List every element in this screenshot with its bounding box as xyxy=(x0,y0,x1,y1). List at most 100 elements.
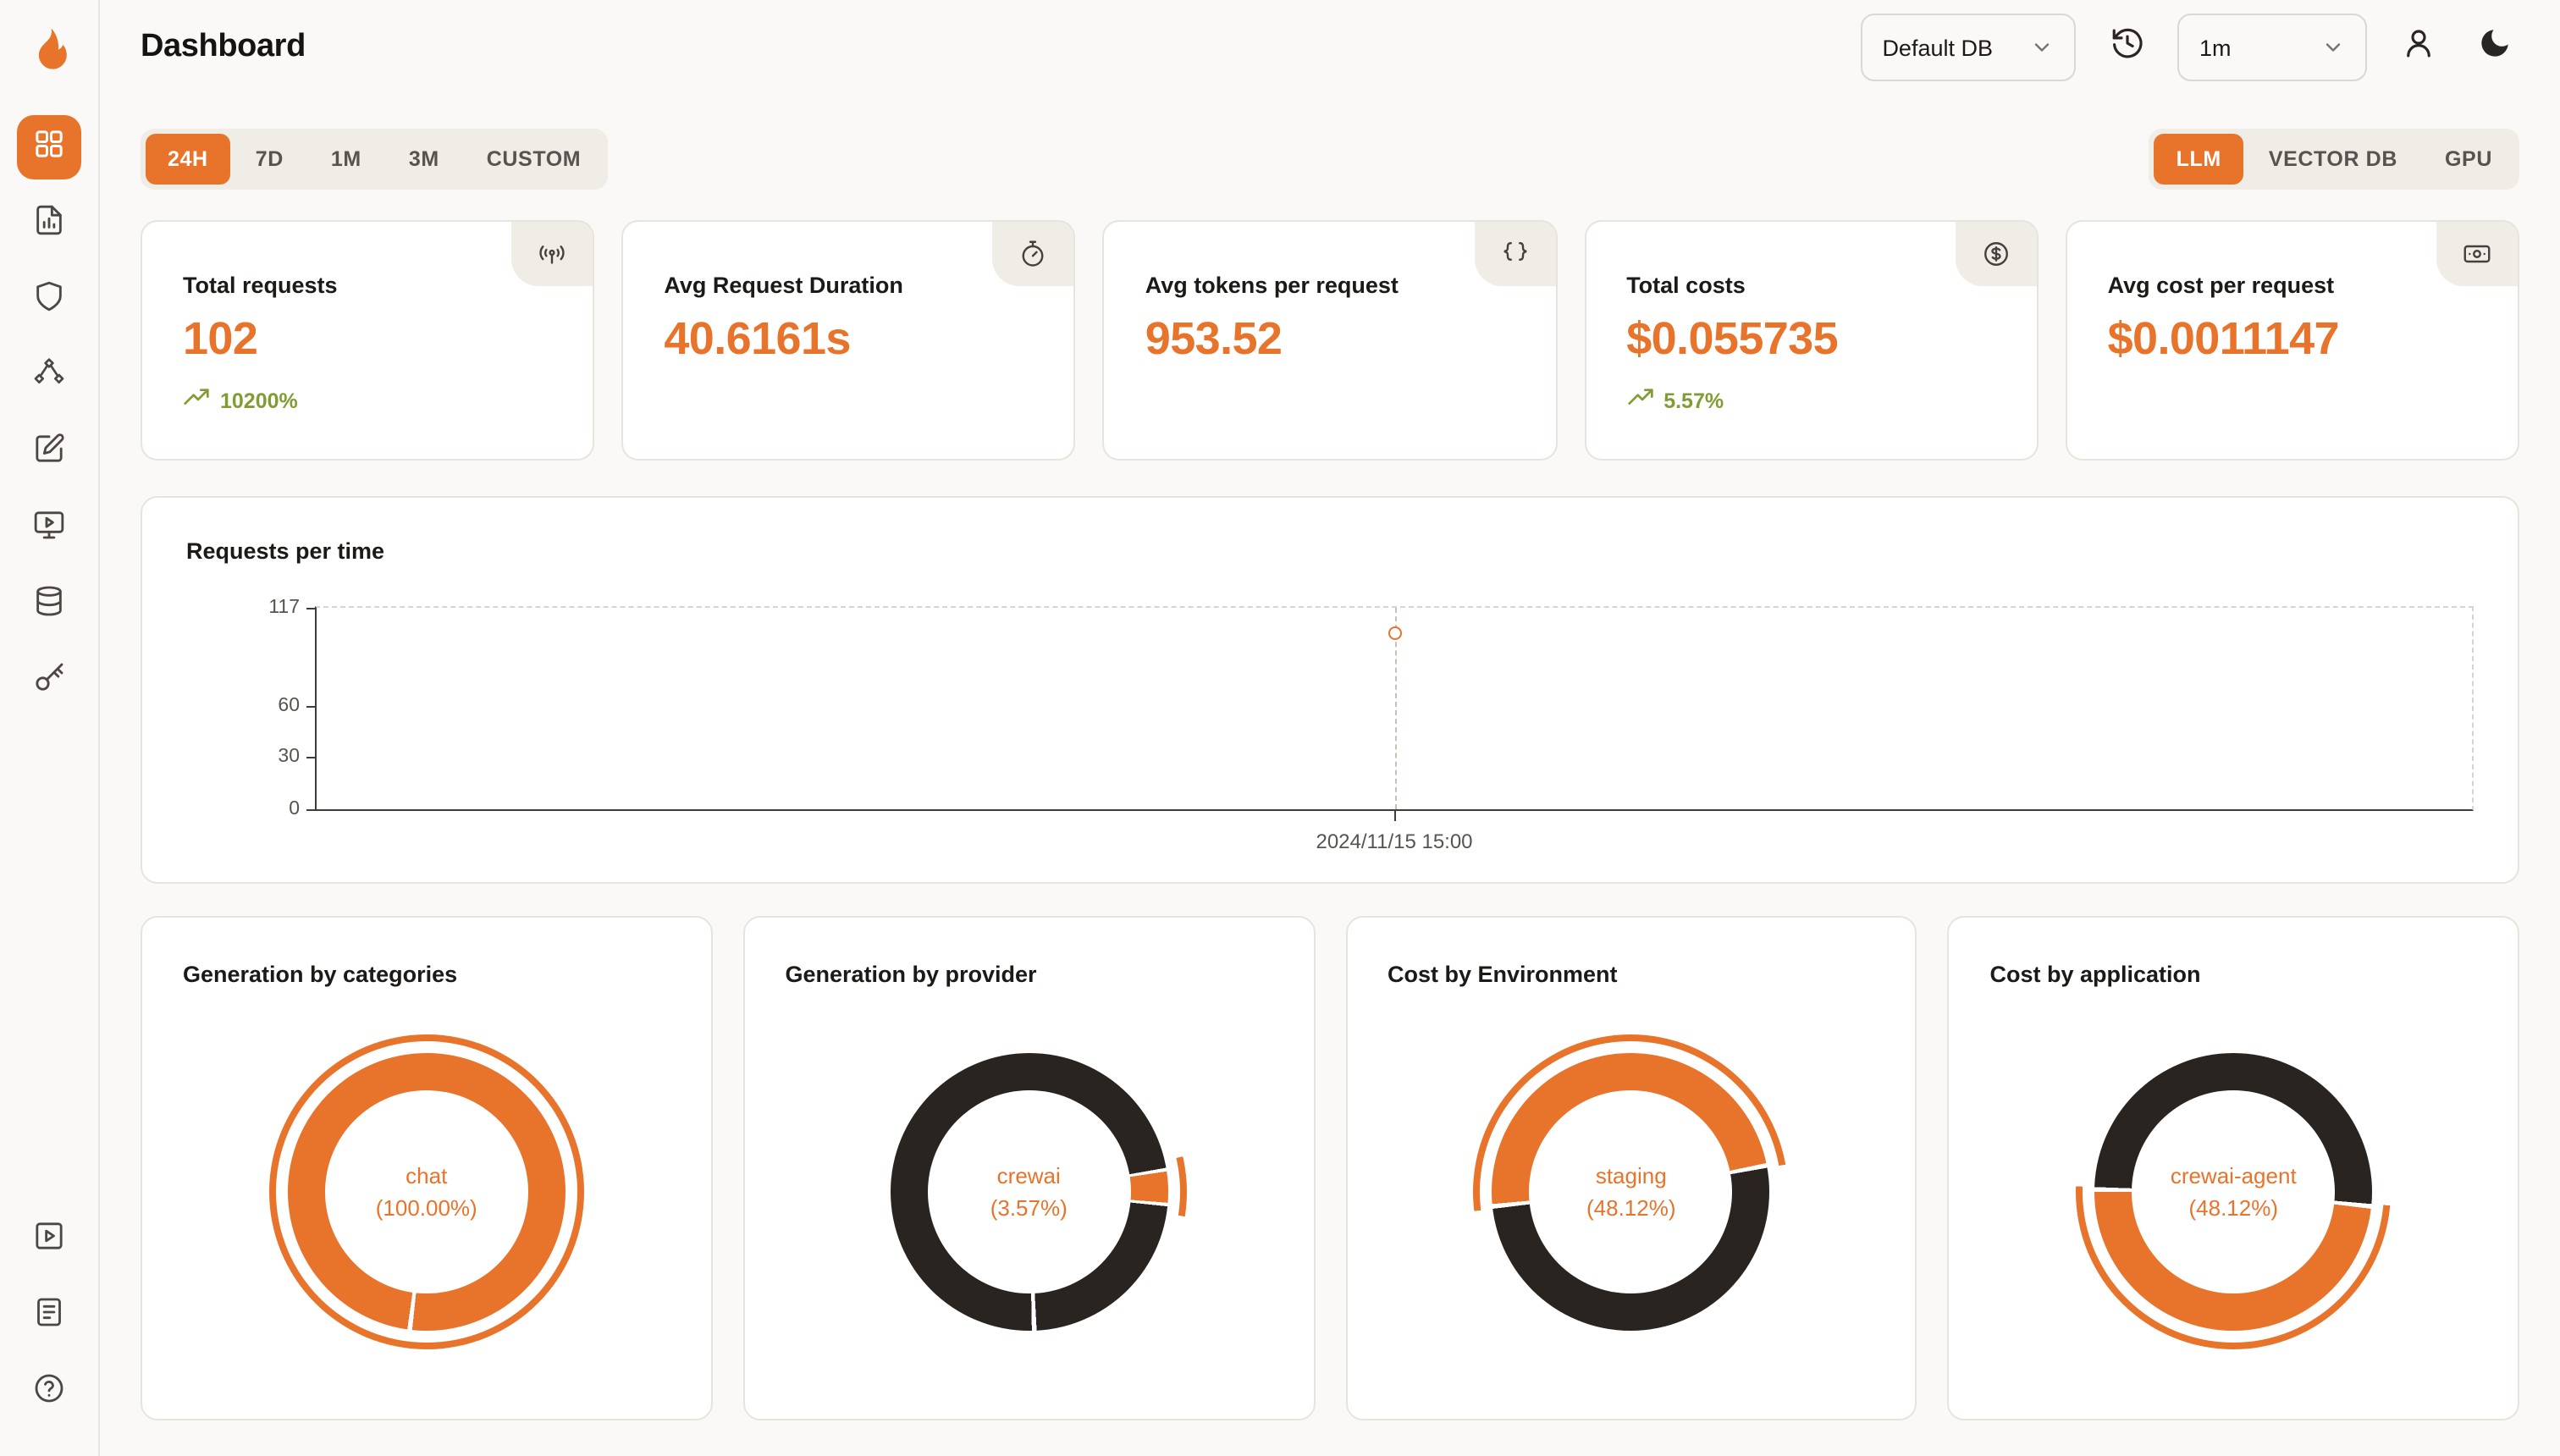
donut-center-label: crewai (3.57%) xyxy=(927,1090,1131,1293)
tab-llm[interactable]: LLM xyxy=(2154,134,2243,185)
sidebar-item-requests[interactable] xyxy=(17,191,81,256)
key-icon xyxy=(32,659,66,702)
tab-3m[interactable]: 3M xyxy=(408,147,439,171)
donut-center-percent: (48.12%) xyxy=(2188,1195,2279,1221)
shield-icon xyxy=(32,279,66,321)
refresh-history-button[interactable] xyxy=(2101,22,2152,73)
play-square-icon xyxy=(32,1218,66,1260)
stat-value: 40.6161s xyxy=(664,313,851,364)
donut-center-label: staging (48.12%) xyxy=(1529,1090,1733,1293)
file-chart-icon xyxy=(32,202,66,245)
banknote-icon xyxy=(2436,222,2518,286)
donut-center-percent: (3.57%) xyxy=(990,1195,1068,1221)
page-title: Dashboard xyxy=(141,29,306,64)
stat-card-avg-tokens: Avg tokens per request 953.52 xyxy=(1102,220,1558,461)
tab-7d[interactable]: 7D xyxy=(255,147,284,171)
database-icon xyxy=(32,583,66,626)
stat-label: Avg tokens per request xyxy=(1145,273,1399,298)
stat-value: $0.055735 xyxy=(1626,313,1839,364)
donut-center-percent: (48.12%) xyxy=(1586,1195,1676,1221)
sidebar xyxy=(0,0,100,1456)
y-axis-tick-label: 60 xyxy=(278,695,300,716)
stat-label: Total costs xyxy=(1626,273,1746,298)
sidebar-item-api-keys[interactable] xyxy=(17,648,81,713)
stat-card-avg-duration: Avg Request Duration 40.6161s xyxy=(621,220,1076,461)
tab-custom[interactable]: CUSTOM xyxy=(486,147,582,171)
database-select-value: Default DB xyxy=(1882,35,1993,60)
braces-icon xyxy=(1474,222,1556,286)
document-icon xyxy=(32,1294,66,1337)
donut-center-label: crewai-agent (48.12%) xyxy=(2132,1090,2336,1293)
main-column: Dashboard Default DB 1m xyxy=(100,0,2560,1456)
edit-square-icon xyxy=(32,431,66,473)
sidebar-item-getting-started[interactable] xyxy=(17,1207,81,1271)
donut-card-generation-by-provider: Generation by provider crewai (3.57%) xyxy=(742,916,1315,1420)
donut-card-generation-by-categories: Generation by categories chat (100.00%) xyxy=(141,916,713,1420)
chart-plot-wrap: 117 60 30 0 2024/11/15 15:00 xyxy=(268,598,2474,853)
stat-label: Avg Request Duration xyxy=(664,273,903,298)
tab-gpu[interactable]: GPU xyxy=(2445,147,2492,171)
donut-center-name: crewai xyxy=(996,1162,1061,1188)
moon-icon xyxy=(2476,25,2512,69)
timer-icon xyxy=(992,222,1074,286)
stat-label: Avg cost per request xyxy=(2107,273,2335,298)
sidebar-item-dashboard[interactable] xyxy=(17,115,81,179)
donut-title: Cost by application xyxy=(1989,962,2201,987)
tab-vector-db[interactable]: VECTOR DB xyxy=(2268,147,2397,171)
sidebar-item-databases[interactable] xyxy=(17,572,81,637)
chart-crosshair xyxy=(1394,608,1396,809)
sidebar-item-docs[interactable] xyxy=(17,1283,81,1348)
donuts-row: Generation by categories chat (100.00%) … xyxy=(141,916,2519,1420)
donut-chart-application[interactable]: crewai-agent (48.12%) xyxy=(2076,1034,2392,1349)
chart-x-tick xyxy=(1393,809,1395,821)
donut-card-cost-by-environment: Cost by Environment staging (48.12%) xyxy=(1345,916,1917,1420)
stat-card-total-requests: Total requests 102 10200% xyxy=(141,220,595,461)
stat-value: 102 xyxy=(183,313,258,364)
y-axis-tick-label: 30 xyxy=(278,747,300,768)
dark-mode-toggle[interactable] xyxy=(2469,22,2519,73)
donut-chart-environment[interactable]: staging (48.12%) xyxy=(1473,1034,1789,1349)
time-range-tab-group: 24H 7D 1M 3M CUSTOM xyxy=(141,129,609,190)
chart-x-label: 2024/11/15 15:00 xyxy=(1316,830,1473,853)
sidebar-item-traces[interactable] xyxy=(17,344,81,408)
chart-point-marker[interactable] xyxy=(1388,626,1401,641)
nodes-icon xyxy=(32,355,66,397)
topbar-controls: Default DB 1m xyxy=(1860,14,2519,81)
sidebar-item-help[interactable] xyxy=(17,1359,81,1424)
sidebar-item-playground[interactable] xyxy=(17,496,81,560)
donut-center-name: chat xyxy=(406,1162,448,1188)
chart-title: Requests per time xyxy=(186,538,385,564)
donut-title: Generation by categories xyxy=(183,962,458,987)
stat-value: $0.0011147 xyxy=(2107,313,2340,364)
sidebar-item-prompts[interactable] xyxy=(17,420,81,484)
donut-center-name: staging xyxy=(1595,1162,1667,1188)
history-icon xyxy=(2109,25,2144,69)
requests-chart-card: Requests per time 117 60 30 0 2024/11/15… xyxy=(141,496,2519,884)
filter-tabs-row: 24H 7D 1M 3M CUSTOM LLM VECTOR DB GPU xyxy=(141,129,2519,190)
stat-trend-value: 5.57% xyxy=(1663,389,1724,412)
database-select[interactable]: Default DB xyxy=(1860,14,2076,81)
donut-chart-provider[interactable]: crewai (3.57%) xyxy=(871,1034,1187,1349)
stat-label: Total requests xyxy=(183,273,338,298)
donut-center-percent: (100.00%) xyxy=(375,1195,477,1221)
stat-trend: 5.57% xyxy=(1626,384,1995,416)
chart-plot-area[interactable]: 117 60 30 0 2024/11/15 15:00 xyxy=(268,598,2474,853)
trending-up-icon xyxy=(1626,384,1653,416)
refresh-interval-select[interactable]: 1m xyxy=(2177,14,2367,81)
sidebar-item-exceptions[interactable] xyxy=(17,267,81,332)
refresh-interval-value: 1m xyxy=(2199,35,2232,60)
dashboard-content: 24H 7D 1M 3M CUSTOM LLM VECTOR DB GPU xyxy=(100,95,2560,1420)
monitor-play-icon xyxy=(32,507,66,549)
chevron-down-icon xyxy=(2030,36,2054,59)
donut-center-label: chat (100.00%) xyxy=(324,1090,528,1293)
tab-1m[interactable]: 1M xyxy=(330,147,361,171)
tab-24h[interactable]: 24H xyxy=(146,134,230,185)
dashboard-grid-icon xyxy=(32,126,66,168)
user-profile-button[interactable] xyxy=(2392,22,2443,73)
chevron-down-icon xyxy=(2321,36,2345,59)
source-tab-group: LLM VECTOR DB GPU xyxy=(2149,129,2519,190)
donut-chart-categories[interactable]: chat (100.00%) xyxy=(268,1034,584,1349)
stat-value: 953.52 xyxy=(1145,313,1283,364)
radio-signal-icon xyxy=(511,222,593,286)
app-logo-flame-icon xyxy=(25,24,73,71)
